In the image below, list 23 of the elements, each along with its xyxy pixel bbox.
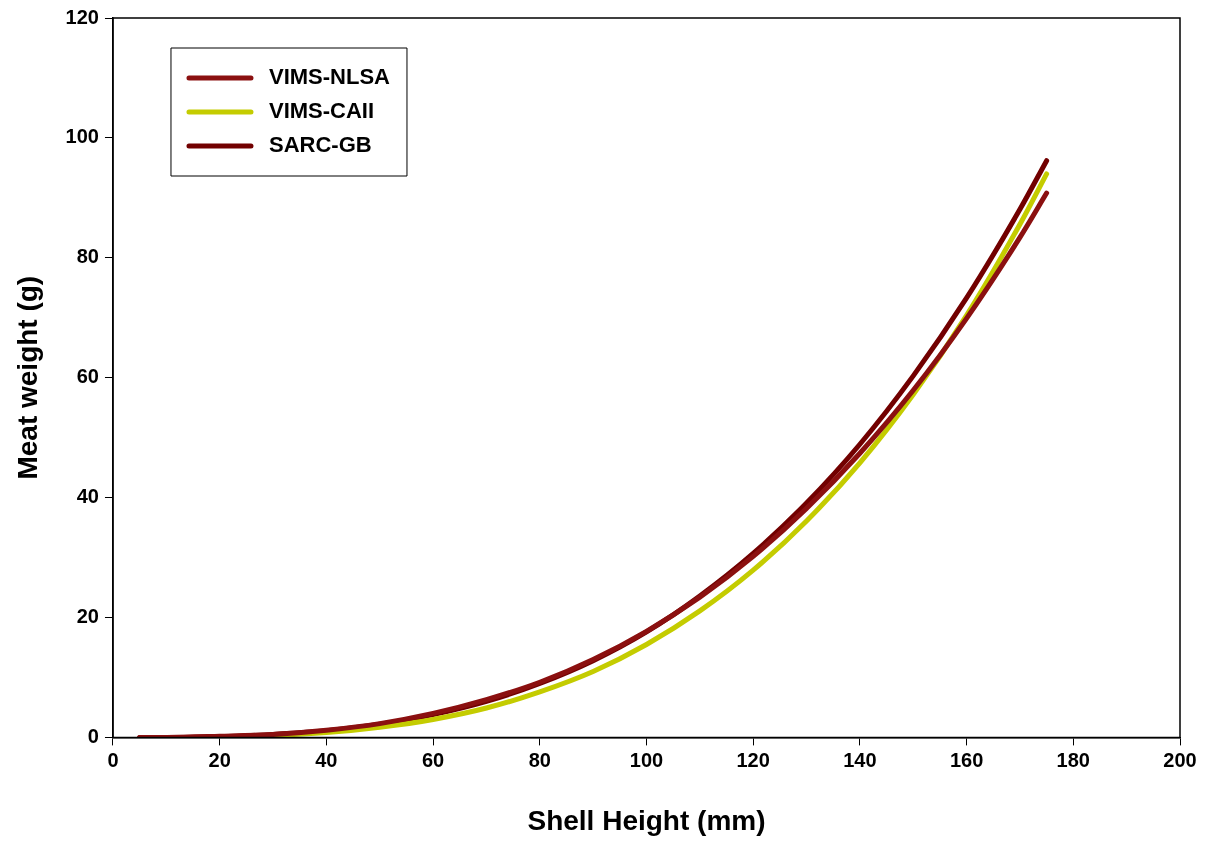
x-tick-label: 200 [1163, 748, 1197, 771]
x-tick-label: 40 [315, 748, 338, 771]
y-tick-label: 100 [65, 125, 99, 148]
x-tick-label: 140 [843, 748, 877, 771]
x-tick-label: 0 [107, 748, 119, 771]
x-tick-label: 20 [208, 748, 231, 771]
x-axis-title: Shell Height (mm) [527, 804, 766, 836]
y-tick-label: 0 [87, 724, 99, 747]
x-tick-label: 60 [421, 748, 445, 771]
y-tick-label: 120 [65, 5, 99, 28]
y-tick-label: 80 [76, 245, 99, 268]
legend-label: VIMS-NLSA [268, 64, 391, 90]
legend-label: SARC-GB [268, 132, 372, 158]
x-tick-label: 160 [949, 748, 984, 771]
x-tick-label: 100 [629, 748, 664, 771]
legend-label: VIMS-CAII [268, 98, 375, 124]
x-tick-label: 80 [528, 748, 551, 771]
y-tick-label: 40 [76, 485, 99, 508]
y-axis-title: Meat weight (g) [11, 275, 43, 480]
x-tick-label: 120 [736, 748, 770, 771]
x-tick-label: 180 [1056, 748, 1090, 771]
y-tick-label: 60 [76, 365, 99, 388]
y-tick-label: 20 [76, 605, 99, 628]
